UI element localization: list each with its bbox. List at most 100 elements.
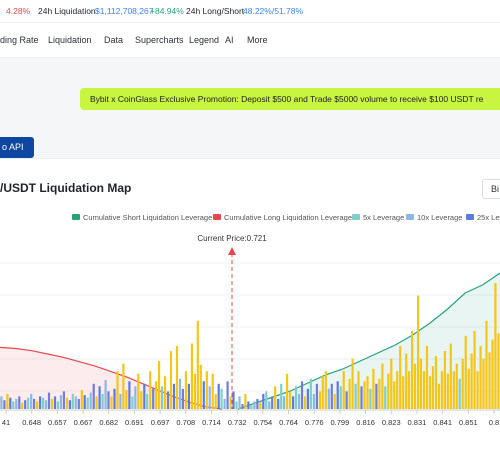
liquidation-bar [169, 351, 173, 409]
liquidation-bar [152, 388, 155, 409]
liquidation-bar [223, 398, 226, 409]
nav-ai[interactable]: AI [225, 35, 234, 45]
liquidation-bar [268, 401, 271, 409]
liquidation-bar [479, 346, 482, 409]
liquidation-bar [158, 361, 161, 409]
nav-legend[interactable]: Legend [189, 35, 220, 45]
liquidation-bar [33, 398, 36, 409]
liquidation-bar [309, 378, 312, 409]
long-short-value: 48.22%/51.78% [243, 6, 304, 16]
price-change: 4.28% [6, 6, 31, 16]
liquidation-bar [443, 351, 446, 409]
liquidation-bar [300, 381, 304, 409]
x-tick-label: 0.776 [305, 418, 324, 427]
liquidation-bar [387, 373, 390, 409]
x-tick-label: 0.799 [331, 418, 350, 427]
liquidation-bar [134, 386, 137, 409]
liquidation-bar [36, 401, 39, 409]
liquidation-bar [292, 396, 295, 409]
liquidation-bar [360, 386, 363, 409]
liquidation-bar [461, 358, 464, 409]
liquidation-bar [384, 386, 387, 409]
x-tick-label: 0.682 [99, 418, 118, 427]
liquidation-bar [181, 388, 184, 409]
legend-swatch [352, 214, 360, 220]
liquidation-bar [116, 371, 119, 409]
liquidation-bar [488, 352, 491, 409]
legend-short-cumulative[interactable]: Cumulative Short Liquidation Leverage [72, 213, 212, 223]
nav-supercharts[interactable]: Supercharts [135, 35, 184, 45]
liquidation-bar [265, 391, 268, 409]
liquidation-bar [220, 388, 223, 409]
liquidation-bar [149, 371, 152, 409]
liquidation-bar [306, 388, 309, 409]
current-price-label: Current Price:0.721 [197, 234, 267, 243]
liquidation-bar [393, 381, 396, 409]
nav-liquidation[interactable]: Liquidation [48, 35, 92, 45]
liquidation-bar [184, 371, 187, 409]
liquidation-chart[interactable]: Current Price:0.721 41 0.648 0.657 0.667 0.68… [0, 223, 500, 463]
legend-10x[interactable]: 10x Leverage [406, 213, 462, 223]
liquidation-bar [208, 386, 211, 409]
x-tick-label: 0.657 [48, 418, 67, 427]
liquidation-bar [390, 358, 393, 409]
x-tick-label: 41 [2, 418, 10, 427]
x-tick-label: 0.648 [22, 418, 41, 427]
liquidation-bar [89, 392, 92, 409]
liquidation-bar [378, 378, 381, 409]
liquidation-bar [205, 371, 208, 409]
liquidation-bar [414, 363, 417, 409]
liquidation-bar [175, 346, 179, 409]
liquidation-bar [190, 343, 193, 409]
liquidation-bar [318, 391, 321, 409]
liquidation-bar [289, 391, 292, 409]
exchange-select[interactable]: Bi [482, 179, 500, 199]
liquidation-bar [68, 400, 71, 409]
liquidation-bar [167, 391, 170, 409]
liquidation-bar [232, 391, 235, 409]
nav-funding-rate[interactable]: ding Rate [0, 35, 39, 45]
legend-label: Cumulative Short Liquidation Leverage [83, 213, 213, 222]
liquidation-bar [6, 393, 9, 409]
liquidation-bar [30, 393, 33, 409]
liquidation-bar [452, 371, 455, 409]
liquidation-bar [131, 396, 134, 409]
legend-swatch [406, 214, 414, 220]
liquidation-bar [226, 381, 229, 409]
liquidation-bar [53, 396, 57, 409]
api-button[interactable]: o API [0, 137, 34, 158]
liquidation-bar [464, 335, 467, 409]
liquidation-bar [286, 373, 289, 409]
liquidation-bar [283, 396, 286, 409]
nav-more[interactable]: More [247, 35, 268, 45]
legend-25x[interactable]: 25x Lev [466, 213, 500, 223]
promo-banner[interactable]: Bybit x CoinGlass Exclusive Promotion: D… [80, 88, 500, 110]
legend-swatch [72, 214, 80, 220]
legend-long-cumulative[interactable]: Cumulative Long Liquidation Leverage [213, 213, 352, 223]
liquidation-map-card: /USDT Liquidation Map Bi Cumulative Shor… [0, 158, 500, 468]
legend-label: 10x Leverage [417, 213, 463, 222]
x-tick-label: 0.754 [253, 418, 272, 427]
liquidation-bar [274, 386, 277, 409]
liquidation-bar [339, 386, 342, 409]
liquidation-bar [408, 371, 411, 409]
liquidation-bar [217, 383, 220, 409]
liquidation-bar [229, 396, 232, 409]
liquidation-bar [214, 393, 217, 409]
legend-label: 5x Leverage [363, 213, 405, 222]
liquidation-bar [47, 392, 51, 409]
nav-data[interactable]: Data [104, 35, 124, 45]
liquidation-bar [419, 358, 423, 409]
liquidation-bar [113, 388, 116, 409]
liquidation-bar [77, 398, 80, 409]
liquidation-bar [56, 401, 59, 409]
liquidation-bar [238, 396, 241, 409]
liquidation-bar [62, 391, 65, 409]
liquidation-bar [437, 383, 440, 409]
liquidation-change: +84.94% [150, 6, 184, 16]
x-tick-label: 0.691 [125, 418, 144, 427]
legend-5x[interactable]: 5x Leverage [352, 213, 404, 223]
liquidation-bar [333, 393, 336, 409]
liquidation-bar [241, 404, 244, 409]
liquidation-bar [425, 346, 429, 409]
